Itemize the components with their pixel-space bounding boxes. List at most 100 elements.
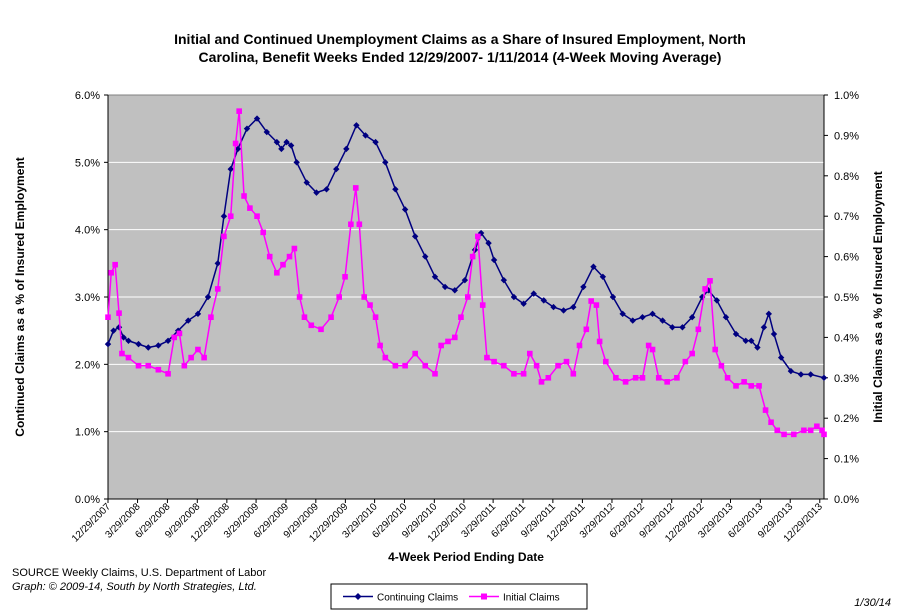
data-point-initial-claims — [588, 298, 594, 304]
data-point-continuing-claims — [510, 293, 518, 301]
y-left-tick-label: 1.0% — [75, 427, 100, 439]
data-point-continuing-claims — [104, 340, 112, 348]
data-point-continuing-claims — [649, 310, 656, 318]
data-point-initial-claims — [296, 294, 303, 300]
data-point-initial-claims — [286, 253, 293, 260]
chart-title-line-2: Carolina, Benefit Weeks Ended 12/29/2007… — [198, 49, 722, 65]
y-right-tick-label: 0.4% — [834, 332, 859, 344]
y-right-tick-label: 0.7% — [834, 211, 859, 223]
data-point-continuing-claims — [797, 371, 805, 378]
data-point-initial-claims — [291, 245, 298, 252]
data-point-initial-claims — [356, 221, 363, 228]
data-point-continuing-claims — [372, 138, 379, 146]
data-point-continuing-claims — [431, 273, 439, 280]
data-point-continuing-claims — [185, 317, 192, 324]
data-point-continuing-claims — [155, 342, 162, 349]
data-point-continuing-claims — [742, 337, 749, 344]
data-point-initial-claims — [432, 370, 438, 377]
data-point-continuing-claims — [679, 324, 686, 331]
data-point-initial-claims — [674, 375, 680, 381]
data-point-continuing-claims — [343, 145, 350, 153]
data-point-continuing-claims — [287, 142, 295, 149]
source-note: SOURCE Weekly Claims, U.S. Department of… — [12, 566, 266, 594]
data-point-initial-claims — [576, 342, 583, 349]
data-point-initial-claims — [774, 427, 781, 434]
credit-text: Graph: © 2009-14, South by North Strateg… — [12, 581, 257, 593]
data-point-initial-claims — [527, 350, 533, 357]
data-point-continuing-claims — [382, 159, 389, 166]
data-point-initial-claims — [412, 350, 418, 357]
data-point-initial-claims — [181, 362, 188, 369]
data-point-initial-claims — [570, 370, 577, 377]
data-point-initial-claims — [695, 326, 702, 333]
y-right-tick-label: 0.5% — [834, 292, 859, 304]
data-point-continuing-claims — [145, 344, 152, 351]
data-point-continuing-claims — [451, 287, 458, 294]
data-point-initial-claims — [563, 358, 570, 365]
data-point-continuing-claims — [540, 297, 547, 304]
data-point-initial-claims — [724, 375, 731, 381]
data-point-initial-claims — [145, 362, 152, 369]
data-point-initial-claims — [451, 334, 458, 341]
y-right-tick-label: 0.9% — [834, 130, 859, 142]
data-point-initial-claims — [622, 379, 629, 385]
x-tick-label: 12/29/2007 — [70, 501, 113, 544]
data-point-initial-claims — [762, 407, 769, 413]
data-point-initial-claims — [382, 354, 389, 361]
y-right-tick-label: 0.3% — [834, 373, 859, 385]
data-point-initial-claims — [583, 326, 590, 333]
data-point-initial-claims — [613, 375, 619, 381]
data-point-initial-claims — [469, 253, 476, 260]
legend-label-initial-claims: Initial Claims — [503, 593, 560, 604]
data-point-initial-claims — [232, 140, 239, 147]
data-point-initial-claims — [367, 302, 373, 308]
data-point-continuing-claims — [194, 310, 202, 318]
data-point-continuing-claims — [699, 293, 706, 301]
data-point-initial-claims — [135, 362, 142, 369]
data-point-initial-claims — [125, 354, 132, 361]
data-point-initial-claims — [422, 362, 429, 369]
data-point-initial-claims — [274, 269, 280, 276]
series-line-continuing-claims — [107, 117, 825, 379]
data-point-initial-claims — [105, 314, 111, 320]
data-point-continuing-claims — [688, 314, 696, 321]
data-point-initial-claims — [214, 286, 221, 292]
data-point-initial-claims — [538, 379, 545, 385]
data-point-initial-claims — [511, 370, 517, 377]
y-left-tick-label: 2.0% — [75, 359, 100, 371]
data-point-initial-claims — [280, 261, 286, 268]
data-point-initial-claims — [712, 346, 719, 353]
data-point-initial-claims — [318, 326, 324, 333]
data-point-continuing-claims — [313, 189, 320, 196]
data-point-initial-claims — [707, 278, 713, 284]
y-right-tick-label: 0.6% — [834, 252, 859, 264]
data-point-continuing-claims — [520, 300, 527, 307]
y-right-axis-title: Initial Claims as a % of Insured Employm… — [871, 171, 885, 422]
data-point-initial-claims — [819, 427, 825, 434]
data-point-continuing-claims — [659, 317, 666, 324]
data-point-initial-claims — [479, 302, 486, 308]
data-point-initial-claims — [445, 338, 451, 345]
data-point-continuing-claims — [333, 165, 340, 173]
data-point-initial-claims — [247, 205, 253, 211]
data-point-continuing-claims — [777, 354, 785, 361]
legend-marker-continuing-claims — [354, 593, 362, 600]
data-point-continuing-claims — [580, 283, 587, 291]
data-point-initial-claims — [520, 370, 527, 377]
data-point-initial-claims — [236, 108, 242, 114]
data-point-initial-claims — [733, 383, 739, 389]
data-point-continuing-claims — [392, 186, 399, 193]
data-point-initial-claims — [682, 358, 689, 365]
y-right-tick-label: 0.8% — [834, 171, 859, 183]
data-point-continuing-claims — [713, 297, 721, 304]
data-point-continuing-claims — [609, 293, 617, 301]
data-point-initial-claims — [545, 375, 552, 381]
data-point-continuing-claims — [110, 327, 117, 334]
data-point-initial-claims — [392, 362, 399, 369]
data-point-continuing-claims — [303, 179, 310, 186]
data-point-initial-claims — [639, 375, 646, 381]
data-point-initial-claims — [801, 427, 807, 434]
data-point-continuing-claims — [401, 206, 409, 213]
data-point-initial-claims — [377, 342, 383, 349]
